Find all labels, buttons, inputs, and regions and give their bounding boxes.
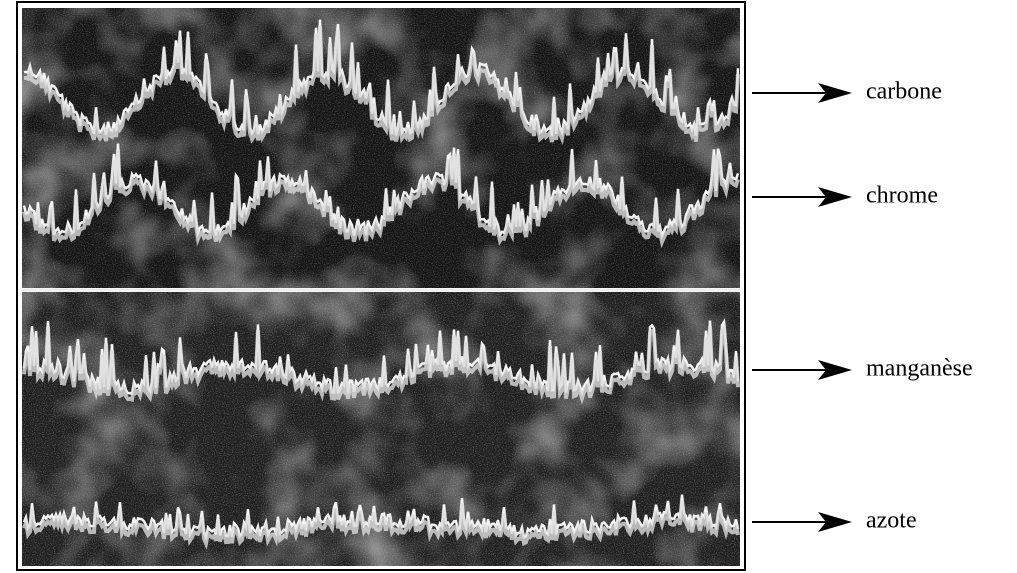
arrowheads (818, 83, 852, 532)
arrowhead (818, 83, 852, 103)
arrowhead (818, 187, 852, 207)
top-panel-grain (22, 8, 740, 288)
element-label: carbone (866, 79, 942, 105)
arrows (752, 92, 840, 523)
element-label: manganèse (866, 356, 973, 382)
line-scan-band (22, 149, 740, 249)
arrowhead (818, 512, 852, 532)
line-scan-band (23, 25, 740, 146)
micrograph (22, 8, 740, 566)
element-label: azote (866, 508, 917, 534)
element-label: chrome (866, 183, 938, 209)
line-scan-band (22, 500, 740, 550)
line-scan-band (22, 321, 740, 405)
line-scans (22, 19, 740, 550)
arrowhead (818, 360, 852, 380)
